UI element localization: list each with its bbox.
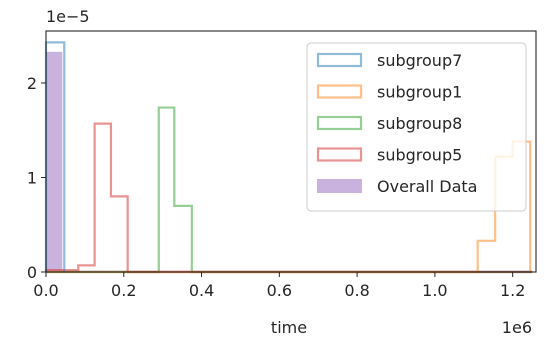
x-tick-label-5: 1.0 xyxy=(422,281,447,300)
x-tick-label-3: 0.6 xyxy=(267,281,292,300)
y-offset-label: 1e−5 xyxy=(46,7,90,26)
y-tick-label-0: 0 xyxy=(27,263,37,282)
x-tick-label-2: 0.4 xyxy=(189,281,214,300)
legend-label-subgroup7: subgroup7 xyxy=(377,51,462,70)
x-offset-label: 1e6 xyxy=(502,318,532,337)
step-line-subgroup8 xyxy=(46,106,533,274)
legend-label-subgroup5: subgroup5 xyxy=(377,146,462,165)
legend-label-overall-data: Overall Data xyxy=(377,177,477,196)
legend-swatch-overall-data xyxy=(317,179,362,193)
y-tick-label-1: 1 xyxy=(27,168,37,187)
series-layer xyxy=(44,41,533,274)
bar-overall-data-0 xyxy=(46,51,63,272)
x-axis-label: time xyxy=(271,318,307,337)
series-subgroup5 xyxy=(44,122,533,274)
legend-swatch-subgroup8 xyxy=(316,115,363,131)
legend-label-subgroup1: subgroup1 xyxy=(377,83,462,102)
legend-swatch-subgroup7 xyxy=(316,52,363,68)
axes-layer: 0.0 0.2 0.4 0.6 0.8 1.0 1.2 0 1 2 xyxy=(27,30,537,300)
legend-swatch-subgroup1 xyxy=(316,84,363,99)
y-tick-label-2: 2 xyxy=(27,74,37,93)
legend-swatch-subgroup5 xyxy=(316,147,363,162)
x-tick-label-0: 0.0 xyxy=(33,281,58,300)
legend-label-subgroup8: subgroup8 xyxy=(377,114,462,133)
step-line-subgroup5 xyxy=(44,122,533,274)
x-tick-label-1: 0.2 xyxy=(111,281,136,300)
x-tick-label-4: 0.8 xyxy=(344,281,369,300)
x-tick-label-6: 1.2 xyxy=(500,281,525,300)
series-subgroup8 xyxy=(46,106,533,274)
legend: subgroup7 subgroup1 subgroup8 subgroup5 Over… xyxy=(306,42,527,212)
plot-frame xyxy=(45,30,537,273)
